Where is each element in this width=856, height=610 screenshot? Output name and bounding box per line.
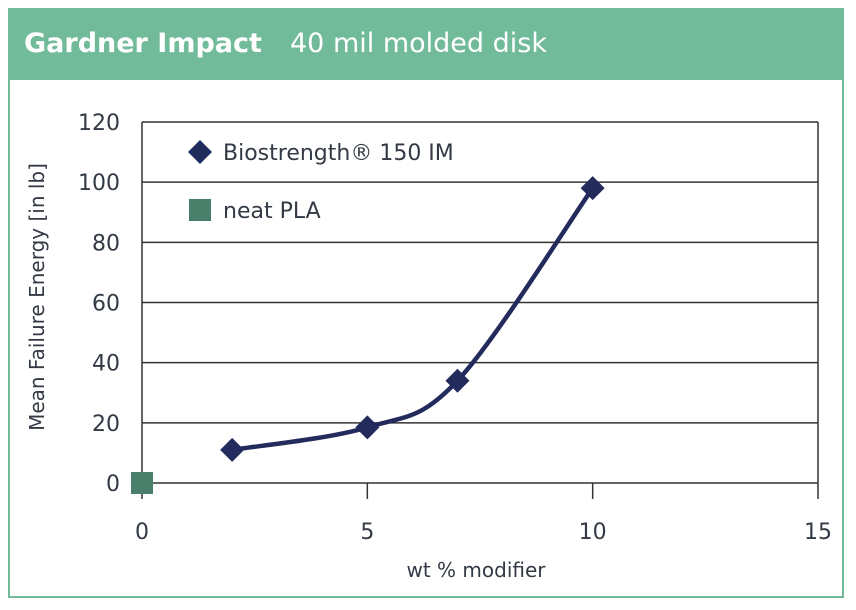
data-point-biostrength xyxy=(445,368,470,393)
y-axis-label: Mean Failure Energy [in lb] xyxy=(25,163,49,431)
grid-layer xyxy=(141,121,819,499)
data-point-neat-pla xyxy=(131,472,153,494)
x-tick-label: 5 xyxy=(360,520,374,545)
x-axis-label: wt % modifier xyxy=(406,558,546,582)
chart-title: Gardner Impact xyxy=(24,28,262,59)
series-layer xyxy=(131,176,605,494)
y-tick-label: 0 xyxy=(106,472,120,497)
data-point-biostrength xyxy=(355,415,380,440)
legend-marker-diamond xyxy=(188,140,212,164)
series-line-biostrength xyxy=(229,185,595,453)
y-tick-label: 20 xyxy=(92,412,120,437)
legend: Biostrength® 150 IM neat PLA xyxy=(188,140,454,224)
chart-subtitle: 40 mil molded disk xyxy=(290,28,547,59)
x-tick-label: 15 xyxy=(804,520,832,545)
legend-marker-square xyxy=(189,199,211,221)
legend-label: neat PLA xyxy=(223,199,321,224)
tick-label-layer: 0 20 40 60 80 100 120 0 5 10 15 xyxy=(78,111,832,545)
y-tick-label: 40 xyxy=(92,352,120,377)
x-tick-label: 0 xyxy=(135,520,149,545)
x-tick-label: 10 xyxy=(579,520,607,545)
chart-header: Gardner Impact 40 mil molded disk xyxy=(10,10,842,80)
y-tick-label: 100 xyxy=(78,171,120,196)
y-tick-label: 60 xyxy=(92,292,120,317)
y-tick-label: 80 xyxy=(92,231,120,256)
data-point-biostrength xyxy=(220,437,245,462)
data-point-biostrength xyxy=(580,176,605,201)
y-tick-label: 120 xyxy=(78,111,120,136)
legend-label: Biostrength® 150 IM xyxy=(223,141,454,166)
